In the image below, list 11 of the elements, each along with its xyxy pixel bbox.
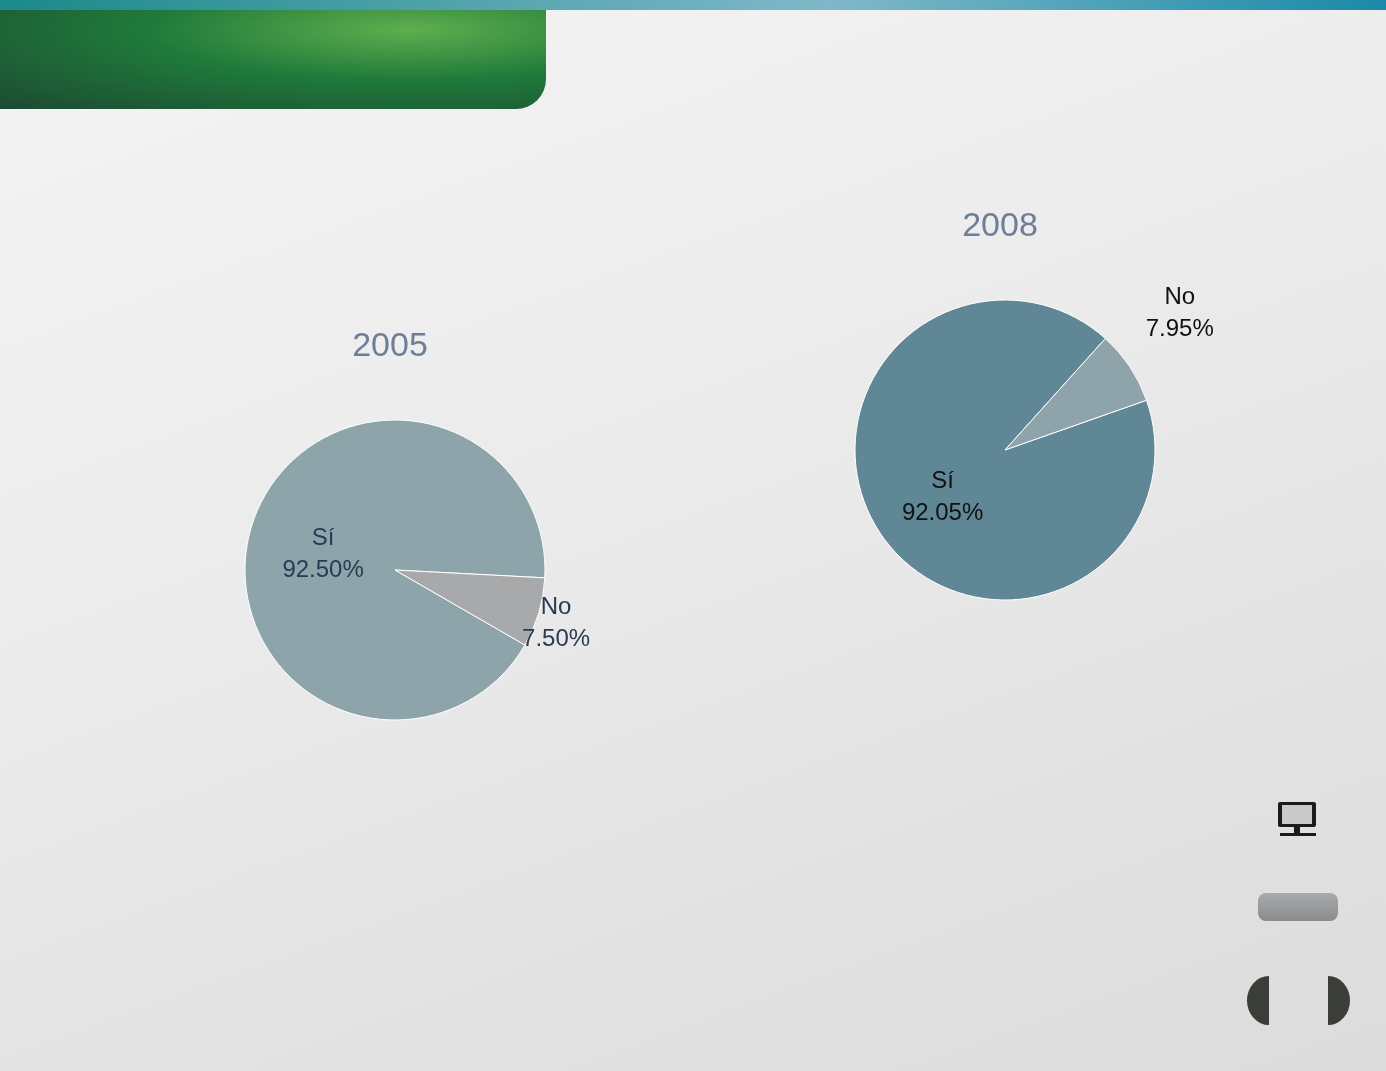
data-label: 92.50%	[282, 554, 364, 582]
data-label: 7.95%	[1145, 313, 1214, 341]
data-label: 7.50%	[522, 623, 591, 651]
slice-label: Sí	[311, 522, 335, 550]
slice-label: No	[1164, 281, 1196, 309]
slice-label: Sí	[931, 465, 955, 493]
slice-label: No	[540, 591, 572, 619]
data-label: 92.05%	[901, 497, 984, 525]
chart-title: 2005	[351, 325, 429, 364]
pie-slice	[1004, 338, 1147, 451]
chart-title: 2008	[961, 205, 1039, 244]
